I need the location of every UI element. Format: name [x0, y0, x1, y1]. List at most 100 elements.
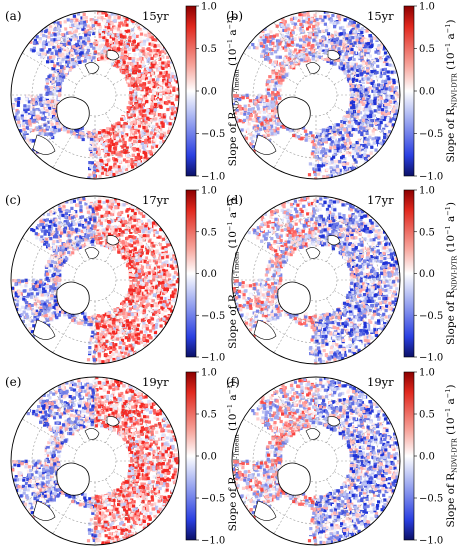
grid-cell [158, 113, 162, 117]
grid-cell [363, 125, 367, 129]
grid-cell [88, 133, 93, 137]
grid-cell [348, 57, 352, 61]
grid-cell [115, 313, 119, 317]
grid-cell [309, 22, 313, 26]
grid-cell [134, 128, 138, 133]
grid-cell [57, 49, 62, 53]
grid-cell [105, 149, 109, 153]
grid-cell [256, 104, 260, 108]
grid-cell [105, 134, 109, 138]
grid-cell [351, 91, 355, 95]
grid-cell [161, 280, 165, 285]
grid-cell [139, 98, 143, 102]
grid-cell [246, 128, 250, 132]
grid-cell [138, 64, 142, 68]
grid-cell [341, 162, 345, 166]
grid-cell [338, 145, 342, 149]
grid-cell [278, 42, 282, 46]
grid-cell [166, 67, 170, 71]
grid-cell [330, 34, 334, 38]
grid-cell [159, 95, 163, 99]
grid-cell [287, 27, 291, 31]
grid-cell [172, 88, 176, 92]
grid-cell [312, 53, 316, 57]
grid-cell [137, 162, 141, 167]
grid-cell [113, 29, 117, 34]
grid-cell [138, 135, 142, 139]
grid-cell [247, 112, 251, 116]
grid-cell [298, 27, 302, 31]
grid-cell [161, 293, 165, 297]
grid-cell [274, 81, 278, 85]
grid-cell [280, 28, 284, 32]
grid-cell [72, 199, 76, 203]
grid-cell [77, 219, 81, 223]
grid-cell [293, 25, 297, 29]
grid-cell [373, 42, 377, 47]
grid-cell [139, 145, 143, 149]
grid-cell [78, 60, 82, 64]
grid-cell [276, 127, 280, 131]
grid-cell [349, 133, 353, 137]
grid-cell [145, 132, 149, 136]
grid-cell [159, 141, 163, 145]
grid-cell [356, 152, 360, 156]
grid-cell [107, 60, 111, 64]
grid-cell [38, 116, 42, 120]
grid-cell [273, 132, 277, 136]
grid-cell [296, 52, 300, 56]
grid-cell [345, 55, 349, 59]
grid-cell [247, 103, 251, 108]
grid-cell [55, 121, 59, 126]
grid-cell [97, 223, 101, 227]
grid-cell [132, 94, 136, 98]
grid-cell [136, 258, 141, 263]
grid-cell [50, 99, 54, 103]
grid-cell [46, 126, 50, 130]
grid-cell [333, 30, 338, 34]
grid-cell [347, 132, 351, 136]
grid-cell [82, 36, 87, 40]
grid-cell [28, 141, 32, 145]
grid-cell [291, 29, 295, 33]
grid-cell [90, 161, 94, 165]
grid-cell [280, 33, 284, 37]
grid-cell [137, 209, 141, 213]
grid-cell [24, 284, 28, 288]
grid-cell [123, 121, 127, 126]
grid-cell [357, 138, 361, 142]
grid-cell [166, 89, 170, 93]
grid-cell [368, 54, 372, 58]
grid-cell [83, 59, 87, 63]
grid-cell [175, 80, 179, 84]
grid-cell [349, 42, 353, 46]
grid-cell [77, 43, 81, 47]
grid-cell [74, 128, 78, 132]
grid-cell [284, 48, 288, 52]
grid-cell [93, 141, 97, 145]
grid-cell [44, 100, 48, 104]
grid-cell [162, 75, 166, 79]
grid-cell [365, 29, 369, 33]
grid-cell [111, 127, 115, 131]
grid-cell [137, 69, 141, 73]
grid-cell [141, 137, 145, 141]
grid-cell [339, 39, 343, 43]
grid-cell [314, 145, 318, 149]
grid-cell [103, 154, 108, 158]
grid-cell [344, 142, 348, 146]
grid-cell [321, 138, 325, 142]
grid-cell [359, 85, 363, 89]
grid-cell [42, 111, 46, 115]
grid-cell [94, 138, 98, 142]
grid-cell [120, 55, 124, 60]
grid-cell [134, 161, 138, 165]
grid-cell [355, 104, 359, 108]
grid-cell [139, 43, 143, 47]
grid-cell [335, 43, 339, 47]
grid-cell [16, 299, 20, 303]
grid-cell [310, 17, 314, 21]
grid-cell [327, 40, 331, 44]
grid-cell [351, 100, 356, 104]
coastline [32, 50, 120, 155]
